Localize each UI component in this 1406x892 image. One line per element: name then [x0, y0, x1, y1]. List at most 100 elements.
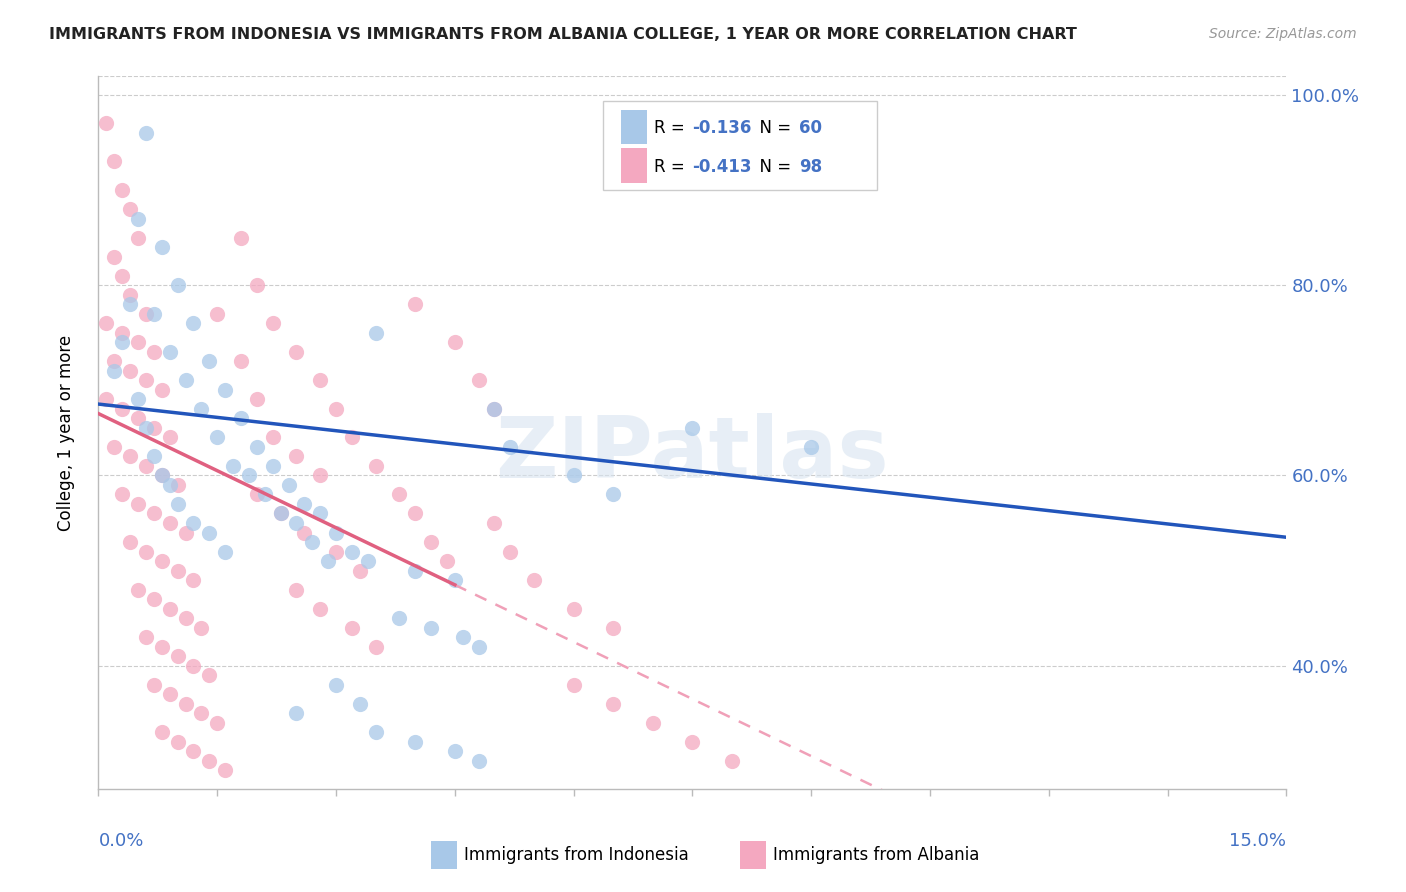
Point — [111, 326, 134, 340]
Text: Source: ZipAtlas.com: Source: ZipAtlas.com — [1209, 27, 1357, 41]
Point — [484, 516, 506, 530]
Text: N =: N = — [749, 158, 797, 176]
Text: R =: R = — [654, 120, 690, 137]
Point — [246, 392, 269, 407]
Point — [285, 706, 308, 721]
Point — [404, 735, 426, 749]
Point — [292, 525, 315, 540]
Point — [96, 392, 118, 407]
Point — [142, 507, 165, 521]
Point — [111, 487, 134, 501]
Point — [96, 316, 118, 330]
Point — [159, 687, 181, 701]
Point — [364, 640, 387, 654]
Point — [111, 183, 134, 197]
Text: N =: N = — [749, 120, 797, 137]
Point — [467, 754, 489, 768]
Point — [103, 354, 125, 368]
Point — [142, 307, 165, 321]
Point — [150, 554, 173, 568]
Point — [103, 364, 125, 378]
Point — [467, 373, 489, 387]
Point — [562, 678, 585, 692]
Point — [222, 458, 245, 473]
Point — [150, 640, 173, 654]
Point — [142, 344, 165, 359]
Point — [484, 401, 506, 416]
Text: ZIPatlas: ZIPatlas — [495, 412, 890, 496]
Point — [602, 697, 624, 711]
Point — [198, 668, 221, 682]
Text: Immigrants from Albania: Immigrants from Albania — [773, 847, 980, 864]
Y-axis label: College, 1 year or more: College, 1 year or more — [56, 334, 75, 531]
Point — [309, 373, 332, 387]
Point — [190, 621, 212, 635]
Text: -0.413: -0.413 — [692, 158, 752, 176]
Point — [420, 535, 443, 549]
Text: 15.0%: 15.0% — [1229, 832, 1286, 850]
Point — [340, 544, 363, 558]
Point — [120, 202, 142, 216]
Point — [205, 307, 228, 321]
Point — [325, 544, 347, 558]
Point — [190, 401, 212, 416]
Point — [641, 715, 664, 730]
Point — [364, 725, 387, 739]
Point — [325, 401, 347, 416]
Point — [166, 649, 188, 664]
Point — [602, 487, 624, 501]
Point — [159, 516, 181, 530]
Point — [183, 573, 205, 587]
Point — [120, 287, 142, 301]
Point — [159, 601, 181, 615]
Point — [238, 468, 260, 483]
Point — [205, 430, 228, 444]
Point — [309, 468, 332, 483]
Point — [127, 392, 149, 407]
Point — [340, 430, 363, 444]
Point — [150, 468, 173, 483]
Point — [190, 706, 212, 721]
Point — [96, 116, 118, 130]
Point — [120, 535, 142, 549]
Point — [150, 468, 173, 483]
Point — [309, 507, 332, 521]
Point — [681, 421, 703, 435]
Point — [602, 621, 624, 635]
Point — [800, 440, 823, 454]
Point — [142, 421, 165, 435]
Point — [246, 487, 269, 501]
Point — [127, 335, 149, 350]
Point — [214, 383, 236, 397]
Point — [721, 754, 744, 768]
Point — [388, 611, 411, 625]
Point — [174, 611, 197, 625]
Point — [229, 411, 252, 425]
Point — [340, 621, 363, 635]
Point — [198, 525, 221, 540]
Point — [388, 487, 411, 501]
Point — [301, 535, 323, 549]
Point — [103, 250, 125, 264]
Point — [198, 354, 221, 368]
Point — [120, 450, 142, 464]
Point — [142, 592, 165, 607]
Point — [166, 564, 188, 578]
Point — [159, 478, 181, 492]
FancyBboxPatch shape — [621, 148, 647, 183]
Point — [246, 440, 269, 454]
Point — [205, 715, 228, 730]
Point — [229, 354, 252, 368]
Point — [404, 507, 426, 521]
Point — [214, 544, 236, 558]
Point — [444, 744, 467, 758]
Point — [262, 458, 284, 473]
Point — [183, 316, 205, 330]
Text: -0.136: -0.136 — [692, 120, 752, 137]
Point — [444, 573, 467, 587]
Point — [166, 497, 188, 511]
Point — [135, 544, 157, 558]
Point — [174, 525, 197, 540]
Point — [183, 658, 205, 673]
Point — [325, 525, 347, 540]
